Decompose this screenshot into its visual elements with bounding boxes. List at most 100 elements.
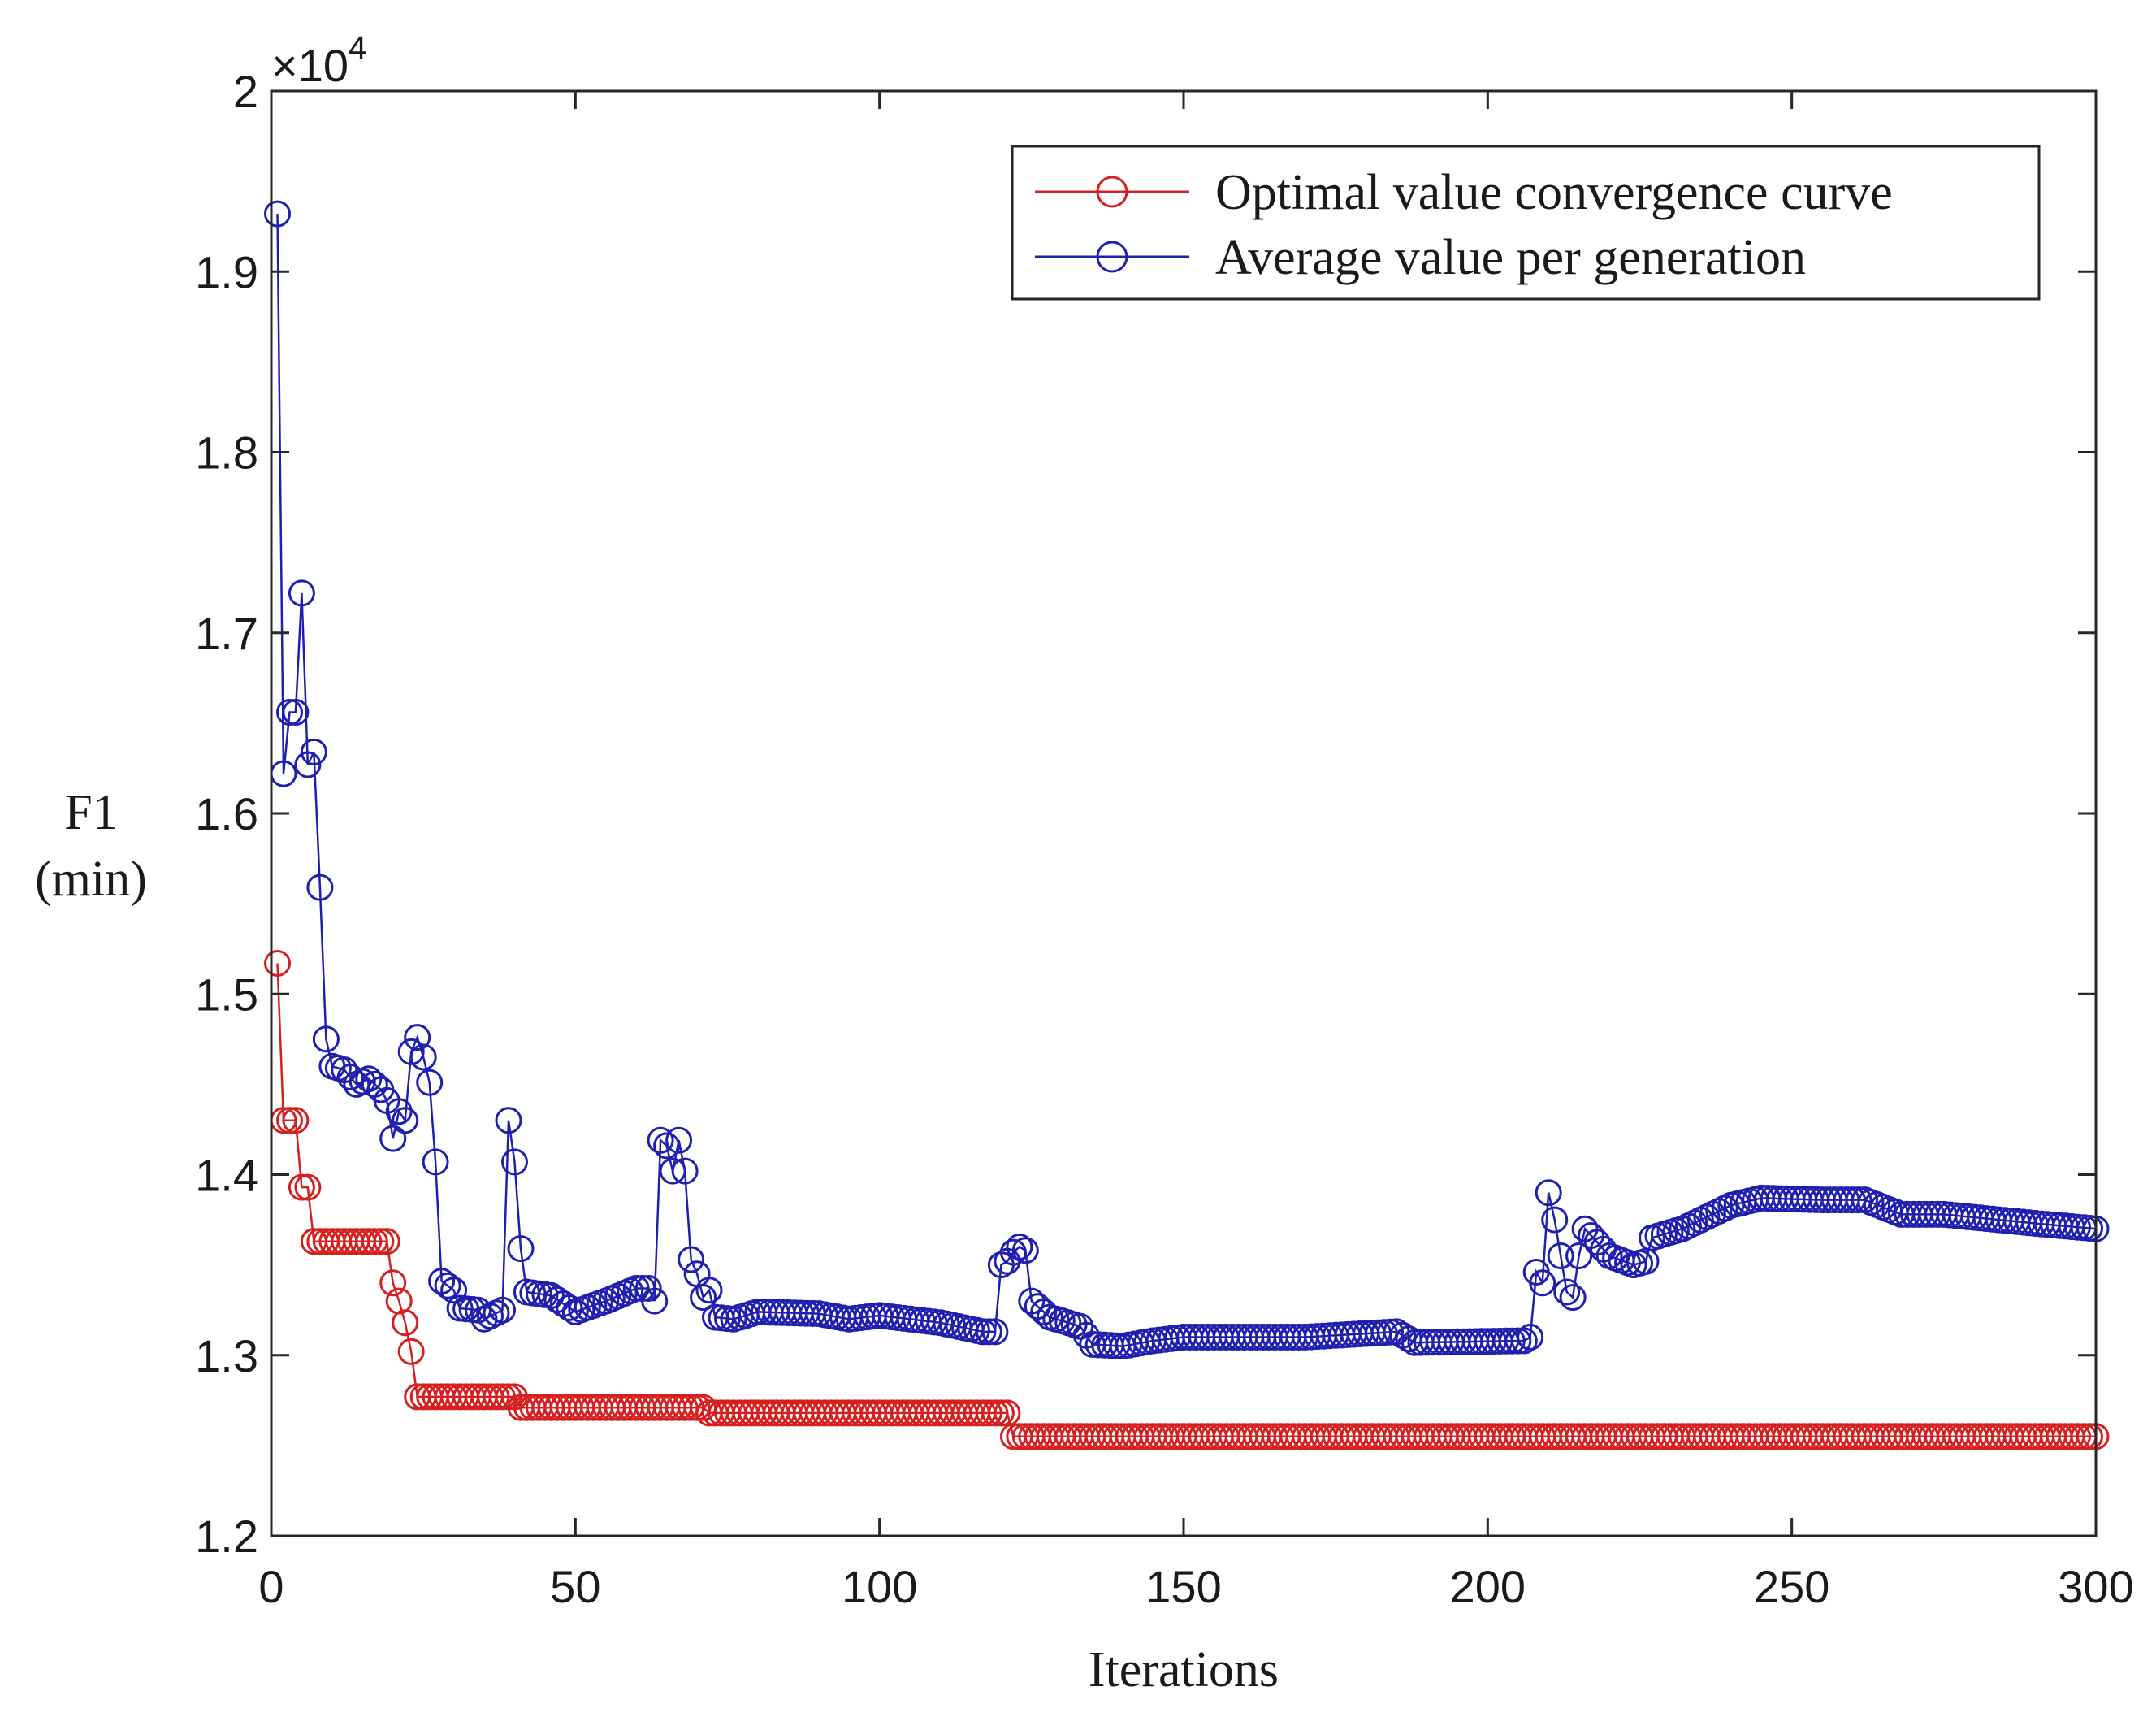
series-layer xyxy=(264,200,2110,1450)
data-point-1-8 xyxy=(312,1025,340,1053)
y-tick-label: 1.6 xyxy=(195,788,258,839)
data-point-1-132 xyxy=(1067,1312,1094,1340)
data-point-0-2 xyxy=(276,1107,303,1134)
data-point-0-21 xyxy=(392,1309,419,1337)
data-point-1-24 xyxy=(409,1043,437,1071)
legend: Optimal value convergence curve Average v… xyxy=(1011,145,2041,301)
data-point-1-210 xyxy=(1541,1206,1569,1234)
data-point-0-36 xyxy=(483,1383,510,1411)
data-point-1-7 xyxy=(306,874,334,901)
data-point-1-19 xyxy=(379,1125,407,1152)
y-exponent-base: ×10 xyxy=(271,40,349,91)
data-point-0-22 xyxy=(397,1338,425,1365)
legend-label-0: Optimal value convergence curve xyxy=(1215,165,1893,220)
data-point-1-71 xyxy=(695,1277,723,1304)
x-tick-label: 200 xyxy=(1450,1561,1526,1612)
y-tick-label: 2 xyxy=(233,66,258,117)
series-1 xyxy=(264,200,2110,1360)
data-point-1-21 xyxy=(392,1107,419,1134)
data-point-1-66 xyxy=(665,1126,693,1154)
legend-marker-1 xyxy=(1096,241,1128,273)
data-point-1-212 xyxy=(1553,1278,1581,1306)
data-point-0-4 xyxy=(288,1173,315,1201)
data-point-1-122 xyxy=(1006,1233,1033,1260)
y-exponent-label: ×104 xyxy=(271,30,366,91)
data-point-0-296 xyxy=(2064,1423,2091,1450)
y-exponent-power: 4 xyxy=(349,30,366,66)
data-point-1-12 xyxy=(336,1064,364,1090)
data-point-1-26 xyxy=(422,1148,449,1176)
y-tick-label: 1.9 xyxy=(195,246,258,297)
data-point-0-119 xyxy=(987,1399,1015,1427)
data-point-1-6 xyxy=(300,738,327,765)
data-point-1-5 xyxy=(294,751,322,778)
y-tick-label: 1.2 xyxy=(195,1511,258,1562)
y-tick-label: 1.8 xyxy=(195,427,258,479)
data-point-0-0 xyxy=(264,950,291,977)
x-tick-label: 0 xyxy=(258,1561,284,1612)
data-point-0-18 xyxy=(373,1228,400,1255)
data-point-1-123 xyxy=(1011,1237,1039,1264)
legend-marker-0 xyxy=(1096,176,1128,208)
data-point-1-64 xyxy=(653,1132,681,1160)
data-point-1-203 xyxy=(1498,1327,1526,1355)
data-point-1-204 xyxy=(1504,1327,1532,1355)
data-point-1-2 xyxy=(276,699,303,726)
data-point-1-213 xyxy=(1559,1284,1587,1312)
data-point-0-298 xyxy=(2076,1423,2103,1450)
data-point-1-211 xyxy=(1547,1242,1574,1269)
data-point-0-15 xyxy=(355,1228,383,1255)
data-point-0-118 xyxy=(981,1399,1009,1427)
data-point-0-19 xyxy=(379,1269,407,1297)
data-point-0-16 xyxy=(361,1228,388,1255)
data-point-1-39 xyxy=(501,1148,528,1176)
y-tick-label: 1.4 xyxy=(195,1150,258,1201)
data-point-1-20 xyxy=(385,1098,413,1125)
data-point-1-67 xyxy=(671,1157,699,1185)
data-point-1-3 xyxy=(282,699,310,726)
data-point-1-38 xyxy=(495,1107,522,1134)
data-point-1-61 xyxy=(634,1275,662,1302)
data-point-1-260 xyxy=(1845,1186,1872,1214)
data-point-0-5 xyxy=(294,1173,322,1201)
axes-layer: 0 50 100 150 200 250 300 1.2 1.3 1.4 1.5 1.6 1.7 1.8 1… xyxy=(35,30,2134,1697)
series-0 xyxy=(264,950,2110,1450)
data-point-1-25 xyxy=(416,1069,444,1096)
data-point-1-63 xyxy=(647,1126,674,1154)
x-tick-label: 50 xyxy=(550,1561,600,1612)
data-point-1-23 xyxy=(404,1024,431,1051)
data-point-1-4 xyxy=(288,579,315,607)
y-axis-label-line-1: (min) xyxy=(35,852,147,907)
data-point-1-40 xyxy=(507,1235,535,1263)
legend-box xyxy=(1011,145,2041,301)
x-tick-label: 150 xyxy=(1145,1561,1221,1612)
data-point-1-118 xyxy=(981,1318,1009,1346)
data-point-1-209 xyxy=(1535,1179,1562,1207)
data-point-1-206 xyxy=(1517,1324,1544,1351)
data-point-1-59 xyxy=(622,1275,650,1302)
data-point-1-29 xyxy=(440,1277,468,1304)
data-point-1-205 xyxy=(1510,1327,1538,1355)
data-point-1-117 xyxy=(975,1318,1002,1346)
data-point-0-3 xyxy=(282,1107,310,1134)
x-tick-label: 100 xyxy=(842,1561,917,1612)
y-tick-label: 1.3 xyxy=(195,1330,258,1381)
x-axis-label: Iterations xyxy=(1089,1642,1279,1697)
data-point-1-65 xyxy=(659,1157,686,1185)
data-point-1-121 xyxy=(999,1238,1027,1266)
data-point-0-117 xyxy=(975,1399,1002,1427)
data-point-1-28 xyxy=(434,1272,461,1299)
data-point-1-208 xyxy=(1529,1269,1556,1297)
data-point-1-68 xyxy=(678,1246,705,1273)
data-point-1-37 xyxy=(489,1296,516,1324)
y-tick-label: 1.5 xyxy=(195,969,258,1020)
x-tick-label: 300 xyxy=(2058,1561,2133,1612)
data-point-1-22 xyxy=(397,1038,425,1065)
x-tick-label: 250 xyxy=(1754,1561,1829,1612)
data-point-1-70 xyxy=(690,1284,717,1312)
data-point-1-0 xyxy=(264,200,291,228)
y-tick-label: 1.7 xyxy=(195,608,258,659)
data-point-1-116 xyxy=(969,1318,997,1346)
